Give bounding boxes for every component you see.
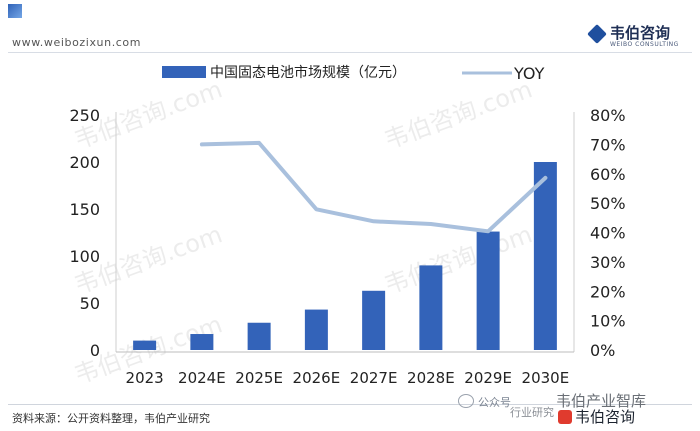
chart-legend: 中国固态电池市场规模（亿元） YOY (162, 64, 545, 83)
footer-divider (8, 404, 692, 405)
social-brand: 韦伯咨询 (558, 406, 635, 427)
y-right-tick-label: 60% (590, 165, 626, 184)
legend-line-label: YOY (513, 64, 545, 83)
bar-2026E (304, 309, 328, 350)
x-tick-label: 2029E (464, 369, 512, 387)
legend-bar-label: 中国固态电池市场规模（亿元） (210, 64, 406, 81)
bar-2029E (476, 231, 500, 350)
header-divider (8, 52, 692, 53)
y-left-tick-label: 50 (80, 294, 100, 313)
y-right-tick-label: 10% (590, 312, 626, 331)
social-public-account: 公众号 (458, 394, 511, 410)
wechat-icon (458, 394, 474, 408)
logo-text: 韦伯咨询 (610, 24, 671, 42)
logo-subtext: WEIBO CONSULTING (610, 41, 679, 48)
bar-2028E (419, 265, 443, 350)
corner-mark (8, 4, 22, 18)
y-right-tick-label: 30% (590, 253, 626, 272)
x-tick-label: 2028E (407, 369, 455, 387)
bar-2030E (533, 162, 557, 350)
social-public-label: 公众号 (478, 396, 511, 409)
source-note: 资料来源：公开资料整理，韦伯产业研究 (12, 412, 210, 425)
yoy-line (199, 140, 548, 234)
y-right-tick-label: 50% (590, 194, 626, 213)
bar-2024E (190, 334, 214, 350)
bar-2025E (247, 322, 271, 350)
y-right-tick-label: 0% (590, 341, 615, 360)
y-right-tick-label: 40% (590, 224, 626, 243)
x-tick-label: 2027E (350, 369, 398, 387)
brand-logo: 韦伯咨询 WEIBO CONSULTING (587, 22, 694, 48)
y-right-tick-label: 20% (590, 282, 626, 301)
y-left-tick-label: 100 (69, 247, 100, 266)
legend-bar-swatch (162, 66, 206, 78)
social-top-label: 韦伯产业智库 (556, 392, 647, 410)
brand-badge-icon (558, 410, 572, 424)
x-tick-label: 2025E (235, 369, 283, 387)
bar-2027E (362, 290, 386, 350)
y-right-tick-label: 80% (590, 106, 626, 125)
y-left-tick-label: 150 (69, 200, 100, 219)
x-tick-label: 2026E (293, 369, 341, 387)
y-left-tick-label: 200 (69, 153, 100, 172)
social-brand-label: 韦伯咨询 (575, 408, 636, 426)
y-left-tick-label: 0 (90, 341, 100, 360)
bar-2023 (133, 340, 157, 350)
x-tick-label: 2023 (126, 369, 164, 387)
x-tick-label: 2030E (522, 369, 570, 387)
x-tick-label: 2024E (178, 369, 226, 387)
y-right-tick-label: 70% (590, 135, 626, 154)
social-mid-label: 行业研究 (510, 406, 554, 419)
site-url: www.weibozixun.com (12, 36, 142, 49)
y-left-tick-label: 250 (69, 106, 100, 125)
